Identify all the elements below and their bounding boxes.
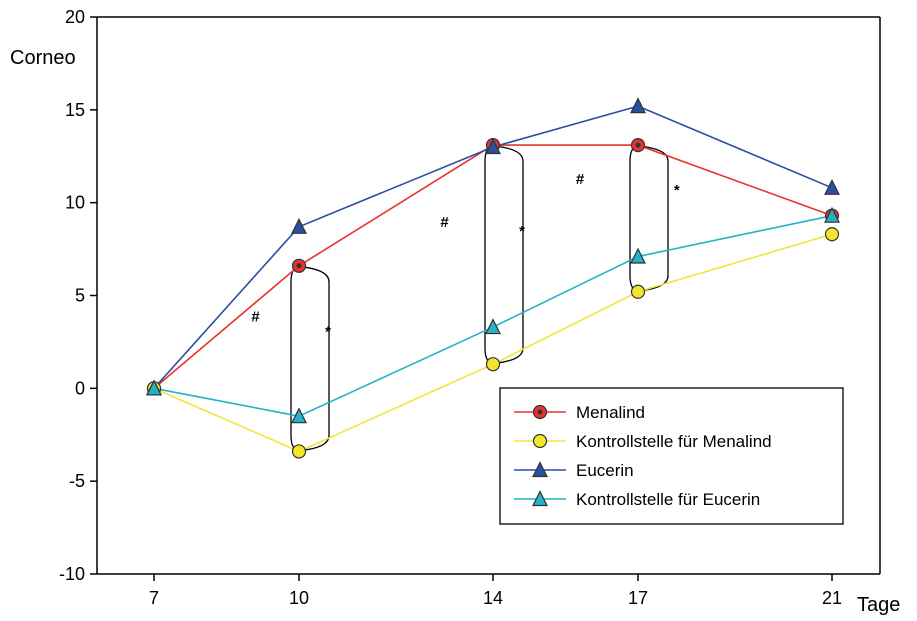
data-point xyxy=(485,138,501,155)
data-point xyxy=(291,444,307,459)
annotations: # * # * # * xyxy=(251,171,680,340)
significance-mark: # xyxy=(251,308,260,325)
bracket-right xyxy=(639,145,669,292)
data-point xyxy=(630,247,646,264)
data-point xyxy=(630,97,646,114)
data-point xyxy=(532,461,548,478)
data-point xyxy=(824,178,840,195)
bracket-left xyxy=(629,145,637,292)
y-tick-label: 20 xyxy=(65,7,85,27)
x-tick-label: 10 xyxy=(289,588,309,608)
bracket-right xyxy=(300,266,330,452)
y-tick-label: 5 xyxy=(75,286,85,306)
legend: Menalind Kontrollstelle für Menalind Eucer… xyxy=(499,387,844,525)
data-point xyxy=(291,217,307,234)
x-axis-label: Tage xyxy=(857,594,900,616)
y-tick-label: -10 xyxy=(59,564,85,584)
y-tick-label: -5 xyxy=(69,471,85,491)
significance-mark: * xyxy=(519,223,525,240)
data-point xyxy=(630,284,646,299)
significance-mark: * xyxy=(325,323,331,340)
y-tick-label: 10 xyxy=(65,193,85,213)
data-point xyxy=(532,490,548,507)
axes: -10 -5 0 5 10 15 20 7 10 14 17 21 xyxy=(59,7,881,608)
significance-mark: * xyxy=(674,182,680,199)
legend-label: Menalind xyxy=(576,403,645,422)
x-tick-label: 14 xyxy=(483,588,503,608)
markers xyxy=(146,97,840,459)
data-point-center xyxy=(296,263,302,269)
data-point xyxy=(824,206,840,223)
data-point xyxy=(485,318,501,335)
x-tick-label: 17 xyxy=(628,588,648,608)
data-point xyxy=(146,379,162,396)
series-line xyxy=(153,144,833,389)
legend-label: Kontrollstelle für Eucerin xyxy=(576,490,760,509)
y-axis-label: Corneo xyxy=(10,47,76,69)
data-point-center xyxy=(537,409,543,415)
data-point-center xyxy=(635,142,641,148)
legend-box xyxy=(499,387,844,525)
x-tick-label: 7 xyxy=(149,588,159,608)
legend-label: Eucerin xyxy=(576,461,634,480)
bracket-right xyxy=(494,145,524,364)
legend-label: Kontrollstelle für Menalind xyxy=(576,432,772,451)
y-tick-label: 0 xyxy=(75,378,85,398)
data-point xyxy=(485,357,501,372)
x-tick-label: 21 xyxy=(822,588,842,608)
data-point xyxy=(532,433,548,449)
data-point xyxy=(824,227,840,242)
significance-mark: # xyxy=(440,214,449,231)
y-tick-label: 15 xyxy=(65,100,85,120)
significance-mark: # xyxy=(576,171,585,188)
data-point xyxy=(291,407,307,424)
